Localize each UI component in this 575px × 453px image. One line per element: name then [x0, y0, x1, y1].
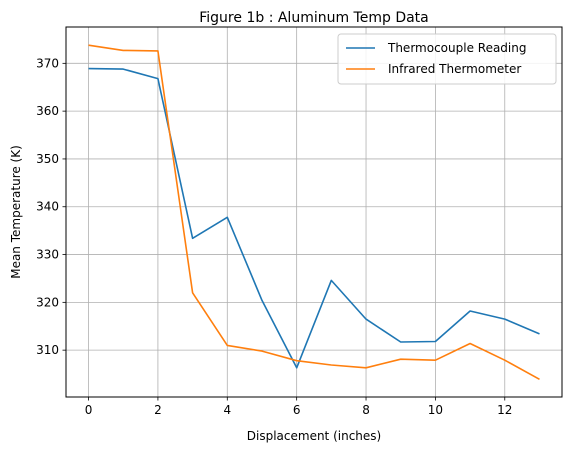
y-tick-label: 370: [36, 56, 59, 70]
y-tick-label: 330: [36, 248, 59, 262]
x-tick-label: 2: [154, 403, 162, 417]
y-tick-label: 350: [36, 152, 59, 166]
legend-label: Infrared Thermometer: [388, 62, 521, 76]
legend-label: Thermocouple Reading: [387, 41, 526, 55]
x-tick-label: 10: [428, 403, 443, 417]
legend-box: [337, 33, 557, 85]
x-tick-label: 12: [497, 403, 512, 417]
y-tick-label: 360: [36, 104, 59, 118]
series-line-1: [88, 67, 540, 369]
x-tick-label: 4: [223, 403, 231, 417]
x-tick-label: 0: [85, 403, 93, 417]
legend: Thermocouple Reading Infrared Thermometer: [337, 33, 557, 85]
ticks: 0 2 4 6 8 10 12 310 320 330 340 350 360 370: [36, 56, 512, 417]
series-line-2: [88, 44, 540, 381]
x-axis-label: Displacement (inches): [247, 429, 381, 443]
y-tick-label: 310: [36, 343, 59, 357]
series-layer: [88, 44, 540, 381]
x-tick-label: 6: [293, 403, 301, 417]
x-tick-label: 8: [362, 403, 370, 417]
chart-title: Figure 1b : Aluminum Temp Data: [199, 10, 429, 26]
y-tick-label: 340: [36, 200, 59, 214]
y-tick-label: 320: [36, 295, 59, 309]
plot-frame: [65, 26, 563, 398]
y-axis-label: Mean Temperature (K): [9, 145, 23, 279]
